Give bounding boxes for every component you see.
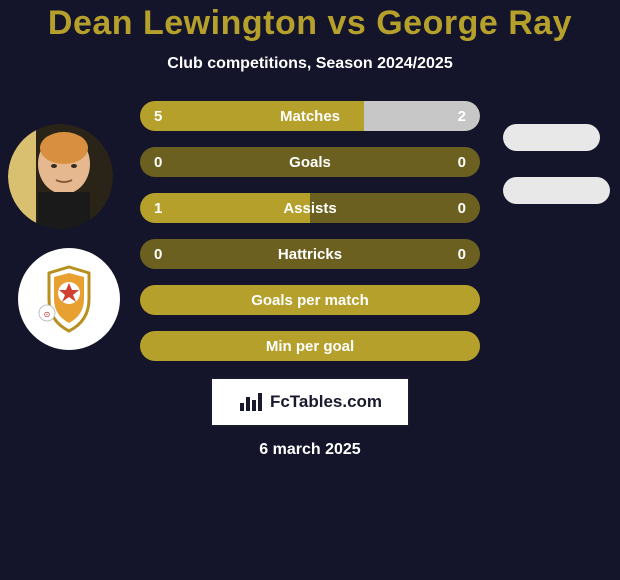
date-text: 6 march 2025 xyxy=(0,441,620,459)
stat-value-right: 0 xyxy=(458,200,466,217)
player1-club-badge: ⊙ xyxy=(18,248,120,350)
stat-value-left: 1 xyxy=(154,200,162,217)
footer-site-text: FcTables.com xyxy=(270,392,382,412)
player2-club-badge xyxy=(503,177,610,204)
stat-value-right: 0 xyxy=(458,246,466,263)
stat-label: Goals per match xyxy=(251,292,369,309)
stat-row: Min per goal xyxy=(140,331,480,361)
stat-label: Hattricks xyxy=(278,246,342,263)
footer-site-badge[interactable]: FcTables.com xyxy=(210,377,410,427)
stat-value-left: 0 xyxy=(154,154,162,171)
stat-row: 0 0 Goals xyxy=(140,147,480,177)
svg-text:⊙: ⊙ xyxy=(44,310,51,319)
stat-label: Goals xyxy=(289,154,331,171)
stat-row: Goals per match xyxy=(140,285,480,315)
title-player2: George Ray xyxy=(376,4,572,42)
stat-row: 5 2 Matches xyxy=(140,101,480,131)
stat-value-right: 2 xyxy=(458,108,466,125)
title-player1: Dean Lewington xyxy=(48,4,318,42)
stat-value-left: 5 xyxy=(154,108,162,125)
stat-label: Assists xyxy=(283,200,336,217)
title-vs: vs xyxy=(327,4,366,42)
stat-label: Min per goal xyxy=(266,338,354,355)
stat-row: 0 0 Hattricks xyxy=(140,239,480,269)
stat-label: Matches xyxy=(280,108,340,125)
page-title: Dean Lewington vs George Ray xyxy=(0,4,620,43)
subtitle: Club competitions, Season 2024/2025 xyxy=(0,55,620,73)
content: Dean Lewington vs George Ray Club compet… xyxy=(0,0,620,580)
chart-icon xyxy=(238,391,264,413)
stat-row: 1 0 Assists xyxy=(140,193,480,223)
player2-avatar xyxy=(503,124,600,151)
stat-value-right: 0 xyxy=(458,154,466,171)
stat-value-left: 0 xyxy=(154,246,162,263)
player1-avatar xyxy=(8,124,113,229)
